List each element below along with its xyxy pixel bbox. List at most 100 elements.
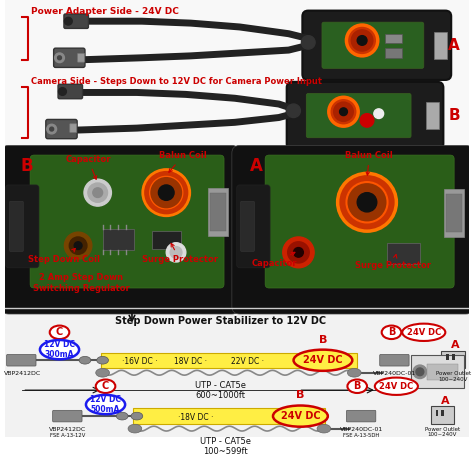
FancyBboxPatch shape — [64, 14, 88, 29]
Ellipse shape — [382, 326, 401, 339]
Circle shape — [84, 179, 111, 206]
Text: VBP2412DC: VBP2412DC — [4, 371, 41, 376]
Circle shape — [283, 237, 314, 268]
Ellipse shape — [96, 380, 115, 393]
Circle shape — [57, 56, 62, 60]
FancyBboxPatch shape — [441, 410, 444, 416]
Ellipse shape — [86, 395, 125, 414]
FancyBboxPatch shape — [265, 155, 454, 288]
Text: 100~599ft: 100~599ft — [203, 447, 247, 454]
Circle shape — [339, 108, 347, 116]
Text: ·16V DC ·: ·16V DC · — [122, 357, 157, 366]
FancyBboxPatch shape — [411, 355, 464, 388]
Circle shape — [357, 192, 377, 212]
Circle shape — [143, 169, 190, 216]
Text: FSE A-13-12V: FSE A-13-12V — [50, 434, 85, 439]
FancyBboxPatch shape — [54, 48, 85, 68]
Ellipse shape — [116, 412, 128, 420]
Text: C: C — [56, 327, 63, 337]
Text: C: C — [102, 381, 109, 391]
Circle shape — [88, 183, 108, 202]
Text: B: B — [388, 327, 395, 337]
FancyBboxPatch shape — [287, 82, 443, 149]
Circle shape — [287, 104, 301, 118]
Text: 100~240V: 100~240V — [438, 377, 468, 382]
Ellipse shape — [347, 369, 361, 377]
Circle shape — [346, 25, 378, 56]
FancyBboxPatch shape — [100, 353, 357, 368]
FancyBboxPatch shape — [346, 410, 376, 422]
Circle shape — [170, 247, 182, 258]
Circle shape — [374, 109, 383, 118]
Circle shape — [64, 17, 72, 25]
Text: 12V DC
500mA: 12V DC 500mA — [90, 395, 121, 414]
FancyBboxPatch shape — [6, 151, 235, 308]
Text: VBP240DC-01: VBP240DC-01 — [373, 371, 416, 376]
FancyBboxPatch shape — [237, 151, 469, 308]
Text: A: A — [441, 396, 450, 406]
FancyBboxPatch shape — [232, 145, 474, 314]
Circle shape — [69, 237, 87, 254]
Circle shape — [351, 30, 373, 51]
Text: Surge Protector: Surge Protector — [355, 255, 431, 270]
Text: VBP2412DC: VBP2412DC — [49, 427, 86, 432]
FancyBboxPatch shape — [237, 185, 270, 268]
Circle shape — [416, 368, 424, 375]
Circle shape — [74, 242, 82, 249]
Ellipse shape — [317, 424, 331, 433]
Text: 12V DC
300mA: 12V DC 300mA — [44, 340, 75, 360]
Ellipse shape — [131, 412, 143, 420]
Circle shape — [58, 88, 66, 95]
FancyBboxPatch shape — [302, 10, 451, 80]
FancyBboxPatch shape — [380, 355, 409, 366]
Text: Step Down Power Stabilizer to 12V DC: Step Down Power Stabilizer to 12V DC — [115, 316, 326, 326]
Text: 24V DC: 24V DC — [303, 355, 343, 365]
Text: Power Outlet: Power Outlet — [425, 427, 460, 432]
FancyBboxPatch shape — [53, 410, 82, 422]
FancyBboxPatch shape — [306, 94, 411, 138]
Circle shape — [301, 35, 315, 49]
Text: A: A — [451, 340, 459, 350]
Ellipse shape — [128, 424, 142, 433]
Ellipse shape — [96, 369, 109, 377]
Circle shape — [64, 232, 92, 259]
Text: B: B — [319, 335, 327, 345]
FancyBboxPatch shape — [447, 355, 449, 360]
FancyBboxPatch shape — [322, 22, 424, 69]
FancyBboxPatch shape — [431, 406, 454, 424]
Circle shape — [55, 53, 64, 63]
Circle shape — [329, 97, 358, 126]
Ellipse shape — [79, 356, 91, 364]
Ellipse shape — [375, 378, 418, 395]
FancyBboxPatch shape — [384, 34, 402, 43]
FancyBboxPatch shape — [46, 119, 77, 139]
FancyBboxPatch shape — [9, 201, 23, 252]
FancyBboxPatch shape — [70, 124, 77, 133]
Circle shape — [50, 127, 54, 131]
Text: Power Outlet: Power Outlet — [436, 371, 471, 376]
Ellipse shape — [293, 350, 352, 371]
Circle shape — [288, 242, 309, 263]
Text: B: B — [448, 108, 460, 123]
FancyBboxPatch shape — [1, 145, 240, 314]
FancyBboxPatch shape — [5, 308, 469, 437]
FancyBboxPatch shape — [387, 243, 420, 264]
FancyBboxPatch shape — [78, 54, 84, 62]
Circle shape — [166, 243, 186, 262]
FancyBboxPatch shape — [210, 192, 226, 231]
FancyBboxPatch shape — [444, 189, 464, 237]
Text: FSE A-13-5DH: FSE A-13-5DH — [343, 434, 379, 439]
Text: Switching Regulator: Switching Regulator — [33, 284, 129, 293]
FancyBboxPatch shape — [434, 32, 447, 59]
Circle shape — [93, 188, 102, 197]
FancyBboxPatch shape — [6, 185, 39, 268]
FancyBboxPatch shape — [30, 155, 224, 288]
Text: Balun Coil: Balun Coil — [346, 151, 393, 175]
FancyBboxPatch shape — [452, 355, 455, 360]
Ellipse shape — [50, 326, 69, 339]
Text: 100~240V: 100~240V — [428, 433, 457, 438]
Text: 2 Amp Step Down: 2 Amp Step Down — [39, 273, 123, 282]
FancyBboxPatch shape — [426, 102, 439, 129]
Text: B: B — [296, 390, 305, 400]
Text: Capacitor: Capacitor — [65, 155, 111, 179]
